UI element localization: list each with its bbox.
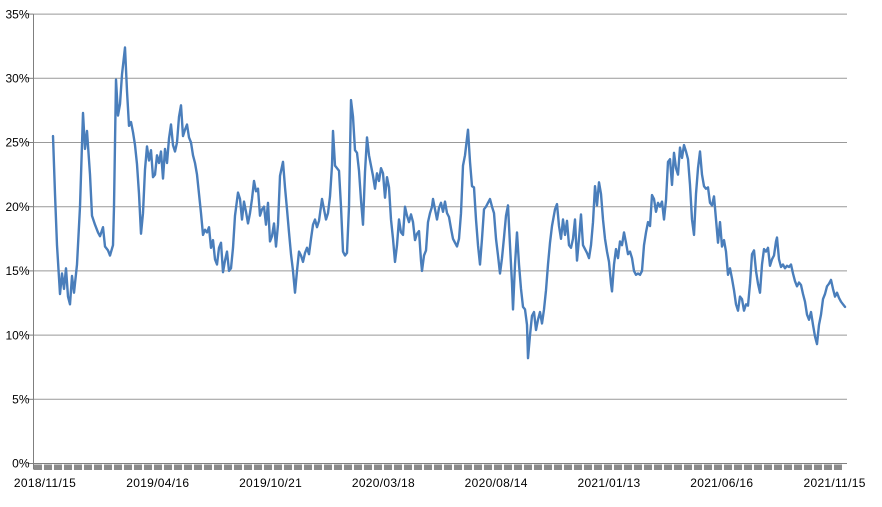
x-tick-label: 2021/01/13: [577, 476, 640, 490]
y-tick-label: 10%: [5, 328, 29, 342]
y-tick-label: 15%: [5, 264, 29, 278]
x-tick-label: 2020/08/14: [465, 476, 528, 490]
y-tick-label: 35%: [5, 7, 29, 21]
y-tick-label: 20%: [5, 200, 29, 214]
x-tick-label: 2021/11/15: [804, 476, 866, 490]
x-tick-label: 2020/03/18: [352, 476, 415, 490]
series-line: [51, 46, 847, 360]
y-tick-label: 5%: [12, 393, 30, 407]
x-tick-label: 2019/10/21: [239, 476, 302, 490]
y-tick-label: 25%: [5, 136, 29, 150]
y-tick-label: 0%: [12, 457, 30, 471]
x-tick-label: 2019/04/16: [126, 476, 189, 490]
x-tick-label: 2021/06/16: [690, 476, 753, 490]
y-tick-label: 30%: [5, 72, 29, 86]
x-tick-label: 2018/11/15: [14, 476, 76, 490]
